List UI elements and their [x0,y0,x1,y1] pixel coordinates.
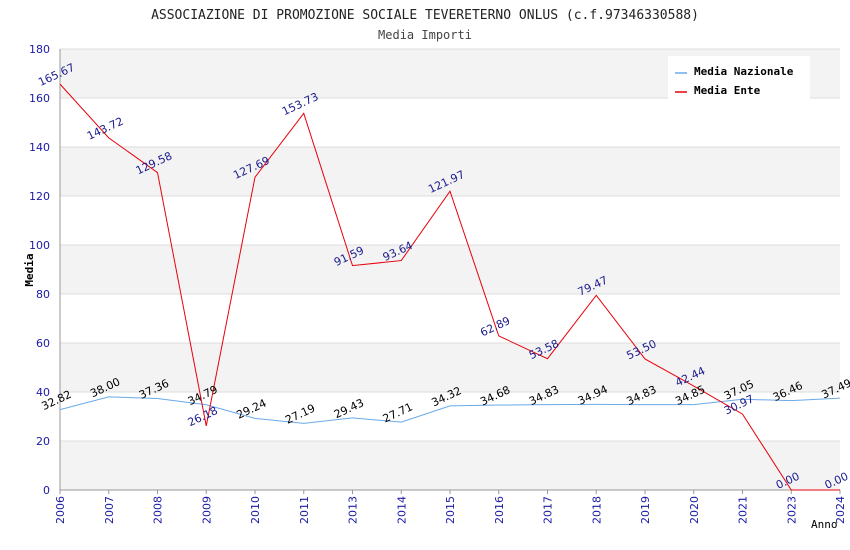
x-tick-label: 2023 [785,496,798,524]
plot-bands [60,49,840,490]
series-line-media-nazionale [59,396,841,424]
x-tick-label: 2007 [103,496,116,524]
plot-band [60,441,840,490]
x-tick-label: 2016 [493,496,506,524]
series-line-media-ente [59,83,840,491]
plot-band [60,343,840,392]
legend-box [668,56,810,102]
y-tick-label: 20 [36,435,50,448]
chart-title: ASSOCIAZIONE DI PROMOZIONE SOCIALE TEVER… [151,8,699,23]
x-tick-label: 2011 [298,496,311,524]
series-layer [59,83,841,491]
y-tick-label: 180 [29,43,50,56]
x-tick-label: 2021 [737,496,750,524]
y-tick-label: 40 [36,386,50,399]
y-tick-label: 140 [29,141,50,154]
x-tick-label: 2020 [688,496,701,524]
x-tick-label: 2013 [347,496,360,524]
x-tick-label: 2008 [152,496,165,524]
x-tick-label: 2017 [542,496,555,524]
x-tick-label: 2009 [200,496,213,524]
x-tick-label: 2014 [395,496,408,524]
y-tick-label: 0 [43,484,50,497]
legend: Media Nazionale Media Ente [668,56,810,102]
plot-band [60,392,840,441]
y-axis-ticks: 0 20 40 60 80 100 120 140 160 180 [29,43,50,497]
x-tick-label: 2006 [54,496,67,524]
x-tick-label: 2024 [834,496,847,524]
x-tick-label: 2018 [590,496,603,524]
x-axis-label: Anno [811,518,838,531]
chart-subtitle: Media Importi [378,28,472,42]
y-tick-label: 60 [36,337,50,350]
y-tick-label: 100 [29,239,50,252]
x-tick-label: 2010 [249,496,262,524]
plot-band [60,98,840,147]
x-tick-label: 2015 [444,496,457,524]
legend-label-media-ente: Media Ente [694,84,761,97]
y-tick-label: 120 [29,190,50,203]
plot-band [60,245,840,294]
legend-label-media-nazionale: Media Nazionale [694,65,794,78]
x-axis-ticks: 2006 2007 2008 2009 2010 2011 2013 2014 2015 2016… [54,490,847,524]
plot-band [60,294,840,343]
plot-band [60,196,840,245]
y-tick-label: 160 [29,92,50,105]
plot-band [60,147,840,196]
gridlines [60,48,840,491]
x-tick-label: 2019 [639,496,652,524]
y-axis-label: Media [23,253,36,286]
y-tick-label: 80 [36,288,50,301]
